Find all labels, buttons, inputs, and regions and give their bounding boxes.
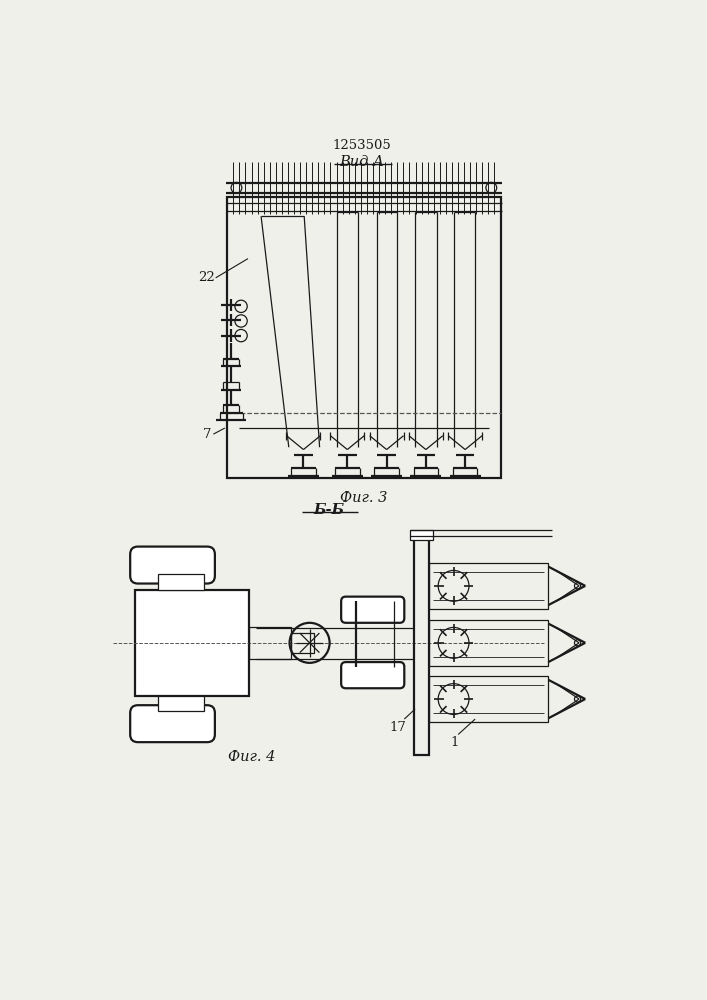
Bar (409, 530, 433, 540)
Text: Б-Б: Б-Б (313, 503, 344, 517)
Bar (227, 197, 501, 478)
Bar (429, 620, 549, 666)
Bar (158, 696, 204, 711)
Text: 17: 17 (390, 721, 407, 734)
FancyBboxPatch shape (130, 547, 215, 584)
FancyBboxPatch shape (130, 705, 215, 742)
Bar (429, 676, 549, 722)
Text: 1253505: 1253505 (332, 139, 392, 152)
FancyBboxPatch shape (341, 662, 404, 688)
Text: Фиг. 4: Фиг. 4 (228, 750, 276, 764)
Text: Вид А: Вид А (339, 155, 385, 169)
Bar (291, 633, 314, 653)
FancyBboxPatch shape (341, 597, 404, 623)
Bar (429, 563, 549, 609)
Text: 7: 7 (204, 428, 212, 441)
Text: 1: 1 (450, 736, 459, 749)
Bar (414, 536, 429, 755)
Bar (135, 590, 249, 696)
Bar (158, 574, 204, 590)
Text: 22: 22 (198, 271, 215, 284)
Text: Фиг. 3: Фиг. 3 (340, 491, 387, 505)
Bar (249, 627, 291, 659)
